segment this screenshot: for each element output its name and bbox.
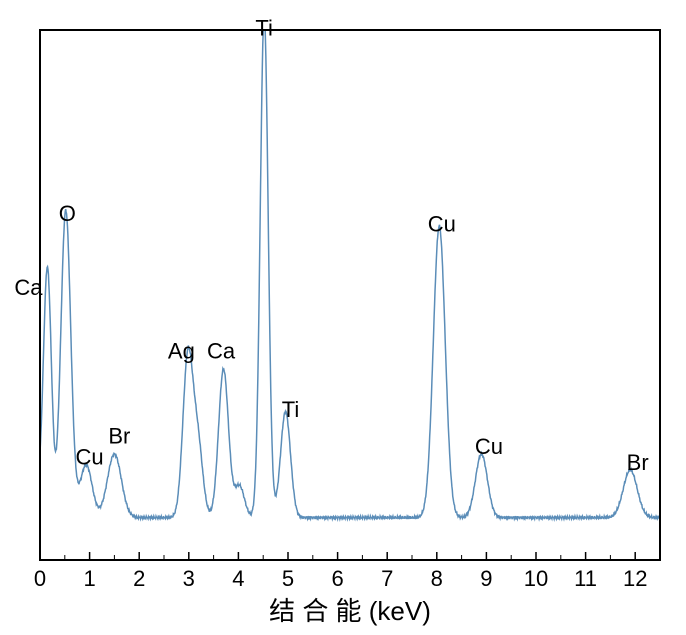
x-tick-label: 9 — [480, 566, 492, 591]
peak-label: Br — [627, 450, 649, 475]
x-tick-label: 0 — [34, 566, 46, 591]
peak-label: Ti — [282, 397, 300, 422]
x-tick-label: 12 — [623, 566, 647, 591]
x-tick-label: 1 — [83, 566, 95, 591]
x-tick-label: 7 — [381, 566, 393, 591]
peak-label: Ca — [207, 339, 236, 364]
x-tick-label: 2 — [133, 566, 145, 591]
peak-label: Ti — [255, 15, 273, 40]
peak-label: Ag — [168, 339, 195, 364]
eds-spectrum-chart: 0123456789101112结 合 能 (keV)CaOCuBrAgCaTi… — [0, 0, 686, 635]
x-tick-label: 3 — [183, 566, 195, 591]
peak-label: O — [59, 201, 76, 226]
peak-label: Cu — [76, 445, 104, 470]
x-tick-label: 6 — [331, 566, 343, 591]
x-tick-label: 5 — [282, 566, 294, 591]
x-axis-label: 结 合 能 (keV) — [269, 596, 431, 626]
x-tick-label: 10 — [524, 566, 548, 591]
peak-label: Ca — [14, 275, 43, 300]
x-tick-label: 11 — [574, 566, 597, 591]
x-tick-label: 8 — [431, 566, 443, 591]
x-tick-label: 4 — [232, 566, 244, 591]
peak-label: Cu — [428, 211, 456, 236]
peak-label: Cu — [475, 434, 503, 459]
peak-label: Br — [108, 423, 130, 448]
